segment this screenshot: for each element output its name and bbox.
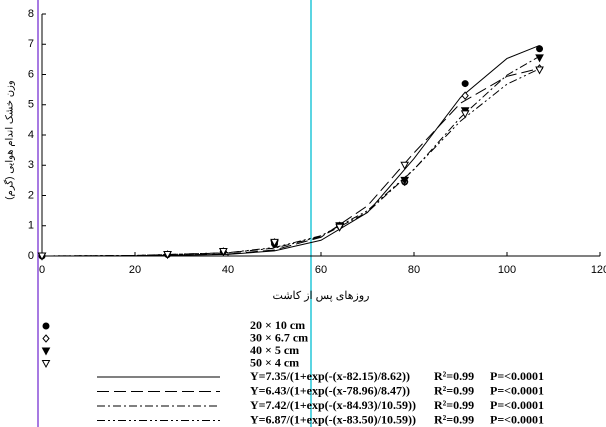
fit-curve bbox=[41, 55, 540, 257]
y-tick-label: 4 bbox=[28, 129, 34, 141]
legend-label: 50 × 4 cm bbox=[250, 355, 299, 369]
y-tick-label: 0 bbox=[28, 250, 34, 262]
x-tick-label: 80 bbox=[408, 264, 420, 276]
marker bbox=[460, 110, 470, 119]
marker bbox=[335, 223, 344, 232]
marker bbox=[42, 322, 50, 330]
x-axis-label: روزهای پس از کاشت bbox=[273, 290, 370, 302]
y-tick-label: 1 bbox=[28, 220, 34, 232]
fit-r2: R²=0.99 bbox=[434, 398, 474, 412]
legend-label: 40 × 5 cm bbox=[250, 343, 299, 357]
fit-p: P=<0.0001 bbox=[490, 412, 544, 426]
fit-p: P=<0.0001 bbox=[490, 383, 544, 397]
y-tick-label: 7 bbox=[28, 38, 34, 50]
y-tick-label: 3 bbox=[28, 159, 34, 171]
x-tick-label: 40 bbox=[222, 264, 234, 276]
y-axis-label: وزن خشک اندام هوایی (گرم) bbox=[4, 80, 16, 200]
legend-label: 20 × 10 cm bbox=[250, 318, 305, 332]
fit-curve bbox=[41, 44, 540, 257]
marker bbox=[400, 176, 410, 185]
marker bbox=[42, 334, 50, 343]
marker bbox=[535, 54, 544, 63]
marker bbox=[461, 91, 469, 100]
marker bbox=[535, 66, 544, 75]
fit-equation: Y=7.42/(1+exp(-(x-84.93)/10.59)) bbox=[250, 398, 416, 412]
x-tick-label: 0 bbox=[39, 264, 45, 276]
fit-equation: Y=6.43/(1+exp(-(x-78.96)/8.47)) bbox=[250, 383, 410, 397]
marker bbox=[536, 45, 544, 53]
fit-p: P=<0.0001 bbox=[490, 398, 544, 412]
marker bbox=[41, 347, 51, 356]
x-tick-label: 100 bbox=[498, 264, 516, 276]
fit-equation: Y=6.87/(1+exp(-(x-83.50)/10.59)) bbox=[250, 412, 416, 426]
fit-equation: Y=7.35/(1+exp(-(x-82.15)/8.62)) bbox=[250, 369, 410, 383]
fit-r2: R²=0.99 bbox=[434, 412, 474, 426]
fit-r2: R²=0.99 bbox=[434, 383, 474, 397]
marker bbox=[461, 80, 469, 88]
fit-curve bbox=[41, 67, 540, 257]
fit-p: P=<0.0001 bbox=[490, 369, 544, 383]
x-tick-label: 60 bbox=[315, 264, 327, 276]
marker bbox=[41, 360, 51, 369]
y-tick-label: 2 bbox=[28, 189, 34, 201]
marker bbox=[37, 252, 47, 261]
x-tick-label: 20 bbox=[129, 264, 141, 276]
marker bbox=[163, 250, 172, 260]
x-tick-label: 120 bbox=[591, 264, 606, 276]
marker bbox=[270, 238, 279, 247]
fit-r2: R²=0.99 bbox=[434, 369, 474, 383]
y-tick-label: 5 bbox=[28, 99, 34, 111]
y-tick-label: 8 bbox=[28, 8, 34, 20]
y-tick-label: 6 bbox=[28, 68, 34, 80]
marker bbox=[400, 161, 410, 170]
legend-label: 30 × 6.7 cm bbox=[250, 330, 308, 344]
marker bbox=[219, 247, 228, 257]
